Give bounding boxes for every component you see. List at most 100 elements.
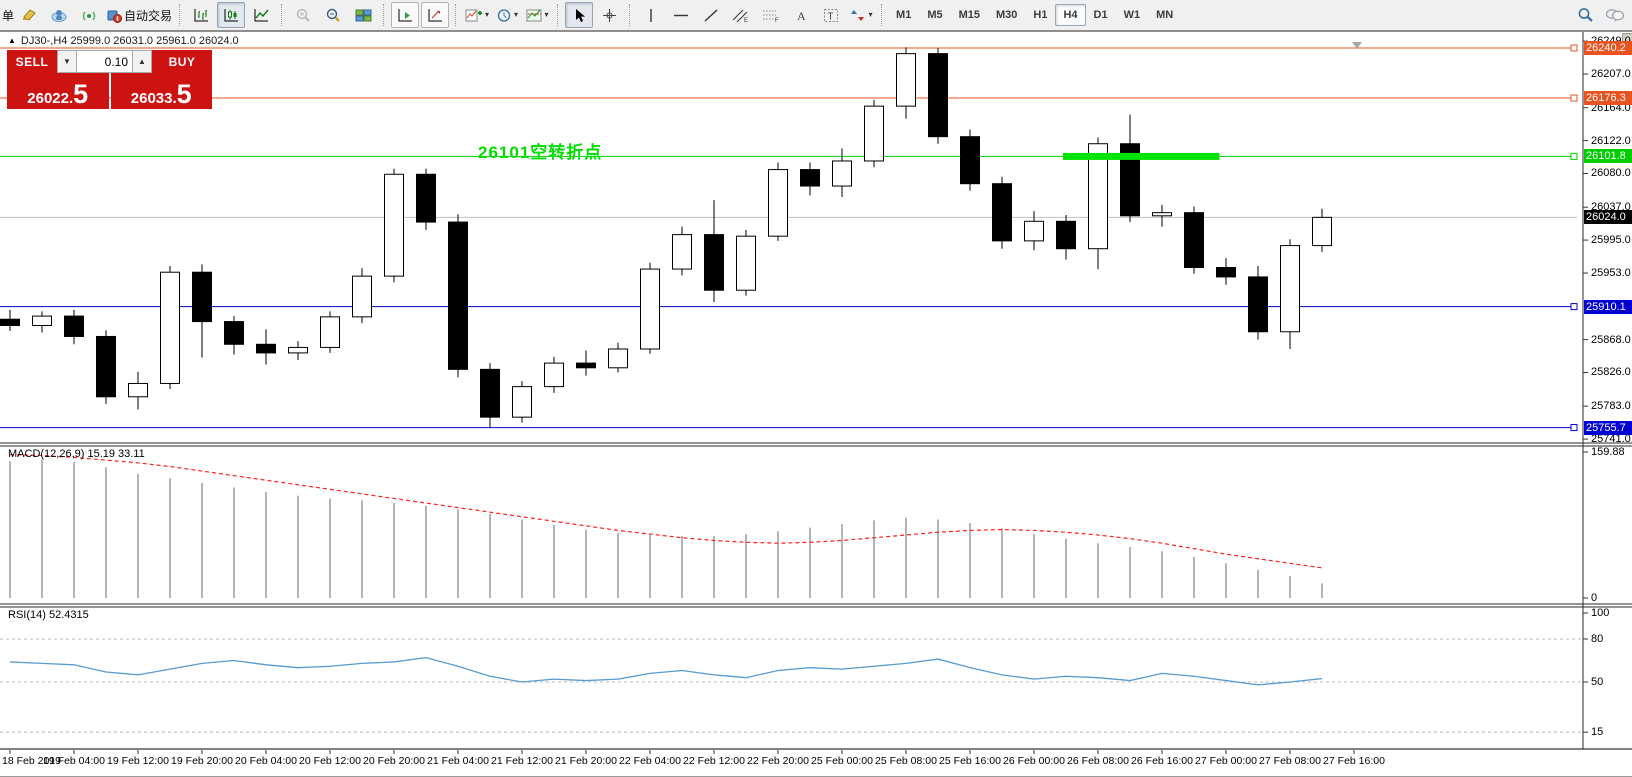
price-level-annotation[interactable]: 26101空转折点 — [478, 143, 603, 162]
time-label: 22 Feb 12:00 — [683, 755, 745, 767]
mql5-community-icon[interactable] — [45, 2, 73, 28]
bar-chart-type-icon[interactable] — [187, 2, 215, 28]
buy-price[interactable]: 26033. 5 — [110, 73, 212, 109]
chat-icon[interactable] — [1601, 2, 1629, 28]
bear-candle — [1248, 276, 1268, 333]
bear-candle — [64, 315, 84, 337]
new-order-text[interactable]: 单 — [2, 8, 15, 23]
volume-increase-button[interactable]: ▲ — [132, 50, 152, 73]
tile-windows-icon[interactable] — [349, 2, 377, 28]
volume-input[interactable]: 0.10 — [77, 50, 132, 73]
chevron-down-icon: ▾ — [868, 10, 873, 19]
new-order-icon[interactable] — [15, 2, 43, 28]
trendline-tool-icon[interactable] — [697, 2, 725, 28]
time-label: 21 Feb 20:00 — [555, 755, 617, 767]
bear-candle — [1184, 212, 1204, 269]
sell-price[interactable]: 26022. 5 — [7, 73, 109, 109]
horizontal-line-tool-icon[interactable] — [667, 2, 695, 28]
bear-candle — [224, 321, 244, 345]
toolbar-separator — [281, 4, 283, 26]
time-label: 20 Feb 20:00 — [363, 755, 425, 767]
toolbar-separator — [629, 4, 631, 26]
bear-candle — [992, 183, 1012, 242]
volume-decrease-button[interactable]: ▼ — [57, 50, 77, 73]
buy-button[interactable]: BUY — [152, 50, 212, 73]
indicator-scale-label: 0 — [1591, 592, 1598, 604]
toolbar-separator — [557, 4, 559, 26]
one-click-toggle-icon[interactable]: ▲ — [8, 36, 16, 45]
text-label-tool-icon[interactable]: T — [817, 2, 845, 28]
time-label: 19 Feb 12:00 — [107, 755, 169, 767]
time-label: 25 Feb 00:00 — [811, 755, 873, 767]
timeframe-m15[interactable]: M15 — [958, 9, 980, 21]
text-tool-icon[interactable]: A — [787, 2, 815, 28]
line-end-marker[interactable] — [1570, 303, 1578, 311]
bull-candle — [608, 348, 628, 369]
time-label: 21 Feb 04:00 — [427, 755, 489, 767]
line-end-marker[interactable] — [1570, 424, 1578, 432]
cursor-icon[interactable] — [565, 2, 594, 28]
price-tick-label: 25953.0 — [1591, 266, 1631, 279]
chart-title: ▲ DJ30-,H4 25999.0 26031.0 25961.0 26024.… — [8, 35, 239, 47]
time-label: 25 Feb 08:00 — [875, 755, 937, 767]
timeframe-h4[interactable]: H4 — [1055, 4, 1086, 26]
indicator-scale-label: 100 — [1591, 607, 1610, 619]
timeframe-m30[interactable]: M30 — [996, 9, 1018, 21]
sell-button[interactable]: SELL — [7, 50, 57, 73]
vertical-line-tool-icon[interactable] — [637, 2, 665, 28]
templates-icon[interactable]: ▾ — [523, 2, 551, 28]
bear-candle — [480, 368, 500, 418]
timeframe-h1[interactable]: H1 — [1033, 9, 1048, 21]
line-chart-type-icon[interactable] — [247, 2, 275, 28]
trend-segment[interactable] — [1063, 152, 1220, 160]
crosshair-icon[interactable] — [595, 2, 623, 28]
chart-shift-marker[interactable] — [1352, 42, 1362, 49]
timeframe-w1[interactable]: W1 — [1123, 9, 1141, 21]
timeframe-m5[interactable]: M5 — [927, 9, 943, 21]
bear-candle — [0, 318, 20, 326]
bear-candle — [256, 343, 276, 354]
buy-price-dot: . — [172, 90, 177, 107]
zoom-out-icon[interactable] — [319, 2, 347, 28]
time-label: 27 Feb 08:00 — [1259, 755, 1321, 767]
bear-candle — [928, 53, 948, 138]
line-end-marker[interactable] — [1570, 44, 1578, 52]
svg-text:F: F — [775, 18, 779, 23]
signals-icon[interactable] — [75, 2, 103, 28]
line-end-marker[interactable] — [1570, 94, 1578, 102]
candlestick-chart-type-icon[interactable] — [217, 2, 246, 28]
arrows-tool-icon[interactable]: ▾ — [847, 2, 875, 28]
timeframe-bar: M1 M5 M15 M30 H1 H4 D1 W1 MN — [888, 4, 1181, 26]
bull-candle — [128, 382, 148, 398]
timeframe-d1[interactable]: D1 — [1093, 9, 1108, 21]
sell-price-dot: . — [69, 90, 74, 107]
indicator-scale-label: 159.88 — [1591, 446, 1625, 458]
auto-scroll-icon[interactable] — [391, 2, 420, 28]
bull-candle — [512, 386, 532, 418]
periods-icon[interactable]: ▾ — [493, 2, 521, 28]
search-icon[interactable] — [1571, 2, 1599, 28]
toolbar: 单 自动交易 — [0, 0, 1632, 31]
bull-candle — [352, 275, 372, 318]
zoom-in-icon[interactable] — [289, 2, 317, 28]
time-label: 20 Feb 12:00 — [299, 755, 361, 767]
timeframe-m1[interactable]: M1 — [896, 9, 912, 21]
fibonacci-tool-icon[interactable]: F — [757, 2, 785, 28]
bull-candle — [384, 173, 404, 277]
price-tick-label: 26207.0 — [1591, 68, 1631, 80]
bull-candle — [288, 346, 308, 354]
line-end-marker[interactable] — [1570, 152, 1578, 160]
indicators-icon[interactable]: ▾ — [463, 2, 491, 28]
toolbar-separator — [455, 4, 457, 26]
price-line-badge: 26176.3 — [1584, 91, 1632, 106]
bear-candle — [192, 271, 212, 323]
price-tick-label: 26122.0 — [1591, 134, 1631, 147]
timeframe-mn[interactable]: MN — [1156, 9, 1174, 21]
autotrading-button[interactable]: 自动交易 — [105, 2, 173, 28]
toolbar-separator — [881, 4, 883, 26]
bear-candle — [1216, 267, 1236, 278]
chart-shift-icon[interactable] — [421, 2, 450, 28]
equidistant-channel-tool-icon[interactable]: E — [727, 2, 755, 28]
price-tick-label: 25995.0 — [1591, 234, 1631, 247]
